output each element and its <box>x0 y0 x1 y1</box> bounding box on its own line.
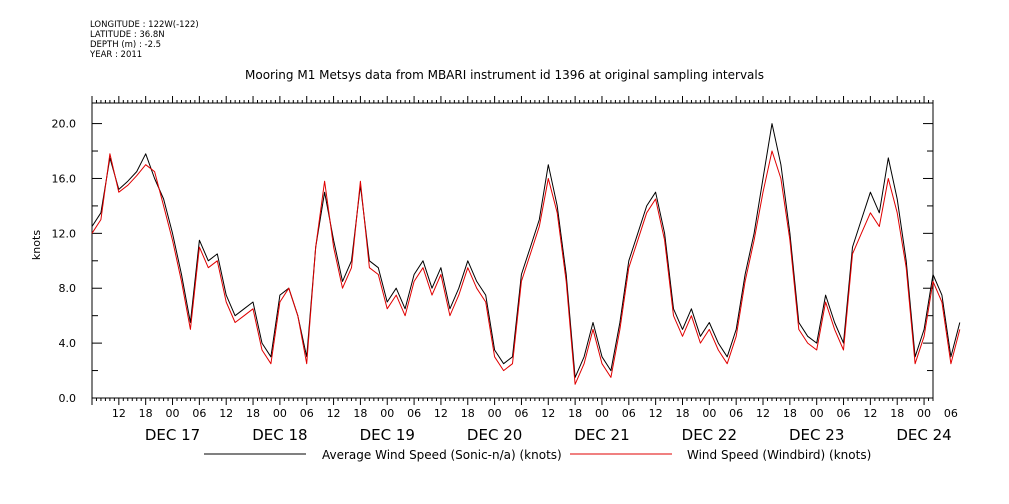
x-date-label: DEC 18 <box>252 426 307 444</box>
x-tick-label: 12 <box>541 407 555 420</box>
x-date-label: DEC 21 <box>574 426 629 444</box>
x-date-label: DEC 24 <box>896 426 951 444</box>
meta-depth: DEPTH (m) : -2.5 <box>90 40 162 50</box>
x-tick-label: 18 <box>783 407 797 420</box>
chart-title: Mooring M1 Metsys data from MBARI instru… <box>245 68 764 82</box>
legend-label-windbird: Wind Speed (Windbird) (knots) <box>687 448 871 462</box>
x-tick-label: 12 <box>863 407 877 420</box>
y-tick-label: 12.0 <box>52 227 77 240</box>
x-axis-ticks: 12 18 00 06 12 18 00 06 12 18 00 06 12 18 00 06 12 18 00 06… <box>91 96 958 444</box>
x-tick-label: 18 <box>246 407 260 420</box>
x-tick-label: 12 <box>434 407 448 420</box>
x-date-label: DEC 23 <box>789 426 844 444</box>
x-date-label: DEC 19 <box>360 426 415 444</box>
x-tick-label: 00 <box>702 407 716 420</box>
x-tick-label: 18 <box>568 407 582 420</box>
x-tick-label: 00 <box>488 407 502 420</box>
series-windbird-wind-speed <box>91 150 961 385</box>
x-tick-label: 00 <box>380 407 394 420</box>
legend: Average Wind Speed (Sonic-n/a) (knots) W… <box>204 448 871 462</box>
y-tick-label: 20.0 <box>52 118 77 131</box>
x-tick-label: 06 <box>192 407 206 420</box>
y-tick-label: 4.0 <box>59 337 77 350</box>
x-tick-label: 06 <box>729 407 743 420</box>
y-tick-label: 16.0 <box>52 172 77 185</box>
meta-latitude: LATITUDE : 36.8N <box>90 30 165 40</box>
x-tick-label: 00 <box>595 407 609 420</box>
legend-label-average: Average Wind Speed (Sonic-n/a) (knots) <box>322 448 562 462</box>
x-tick-label: 06 <box>837 407 851 420</box>
x-tick-label: 06 <box>407 407 421 420</box>
meta-year: YEAR : 2011 <box>90 50 143 60</box>
x-tick-label: 06 <box>300 407 314 420</box>
x-tick-label: 12 <box>327 407 341 420</box>
x-tick-label: 00 <box>166 407 180 420</box>
x-tick-label: 18 <box>890 407 904 420</box>
x-tick-label: 18 <box>353 407 367 420</box>
x-date-label: DEC 22 <box>682 426 737 444</box>
x-tick-label: 00 <box>917 407 931 420</box>
series-average-wind-speed <box>91 123 961 378</box>
x-tick-label: 06 <box>514 407 528 420</box>
x-tick-label: 18 <box>675 407 689 420</box>
x-tick-label: 12 <box>756 407 770 420</box>
y-tick-label: 0.0 <box>59 392 77 405</box>
x-tick-label: 18 <box>139 407 153 420</box>
x-tick-label: 06 <box>622 407 636 420</box>
x-tick-label: 12 <box>219 407 233 420</box>
x-tick-label: 00 <box>810 407 824 420</box>
y-axis-label: knots <box>30 230 43 260</box>
x-date-label: DEC 20 <box>467 426 522 444</box>
y-tick-label: 8.0 <box>59 282 77 295</box>
meta-longitude: LONGITUDE : 122W(-122) <box>90 20 199 30</box>
x-tick-label: 12 <box>112 407 126 420</box>
series-lines <box>91 123 961 385</box>
y-axis-ticks: 0.0 4.0 8.0 12.0 16.0 20.0 <box>52 118 933 405</box>
x-tick-label: 12 <box>649 407 663 420</box>
x-tick-label: 18 <box>461 407 475 420</box>
x-date-label: DEC 17 <box>145 426 200 444</box>
x-tick-label: 06 <box>944 407 958 420</box>
x-tick-label: 00 <box>273 407 287 420</box>
metadata-block: LONGITUDE : 122W(-122) LATITUDE : 36.8N … <box>90 20 199 60</box>
